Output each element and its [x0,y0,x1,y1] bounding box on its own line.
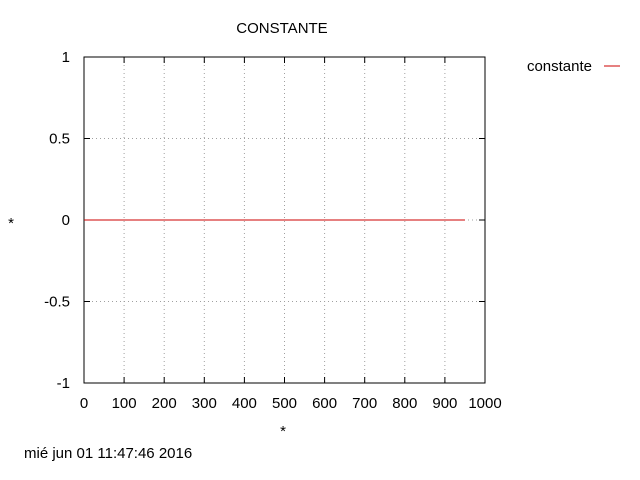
x-axis-label: * [280,423,286,440]
x-tick-label: 1000 [468,395,501,412]
legend: constante [527,58,620,75]
tick-marks [83,56,486,384]
x-tick-label: 400 [232,395,257,412]
x-tick-label: 100 [112,395,137,412]
x-tick-labels: 0 100 200 300 400 500 600 700 800 900 1000 [80,395,502,412]
y-tick-label: 0 [62,212,70,229]
x-tick-label: 900 [432,395,457,412]
y-tick-label: -1 [57,375,70,392]
legend-label: constante [527,58,592,75]
x-tick-label: 500 [272,395,297,412]
x-tick-label: 600 [312,395,337,412]
y-tick-label: 1 [62,49,70,66]
x-tick-label: 300 [192,395,217,412]
x-tick-label: 200 [152,395,177,412]
x-tick-label: 800 [392,395,417,412]
x-tick-label: 700 [352,395,377,412]
y-tick-label: -0.5 [44,294,70,311]
chart-title: CONSTANTE [236,20,327,37]
timestamp: mié jun 01 11:47:46 2016 [24,445,192,462]
y-axis-label: * [8,215,14,232]
y-tick-labels: 1 0.5 0 -0.5 -1 [44,49,70,392]
x-tick-label: 0 [80,395,88,412]
y-tick-label: 0.5 [49,131,70,148]
